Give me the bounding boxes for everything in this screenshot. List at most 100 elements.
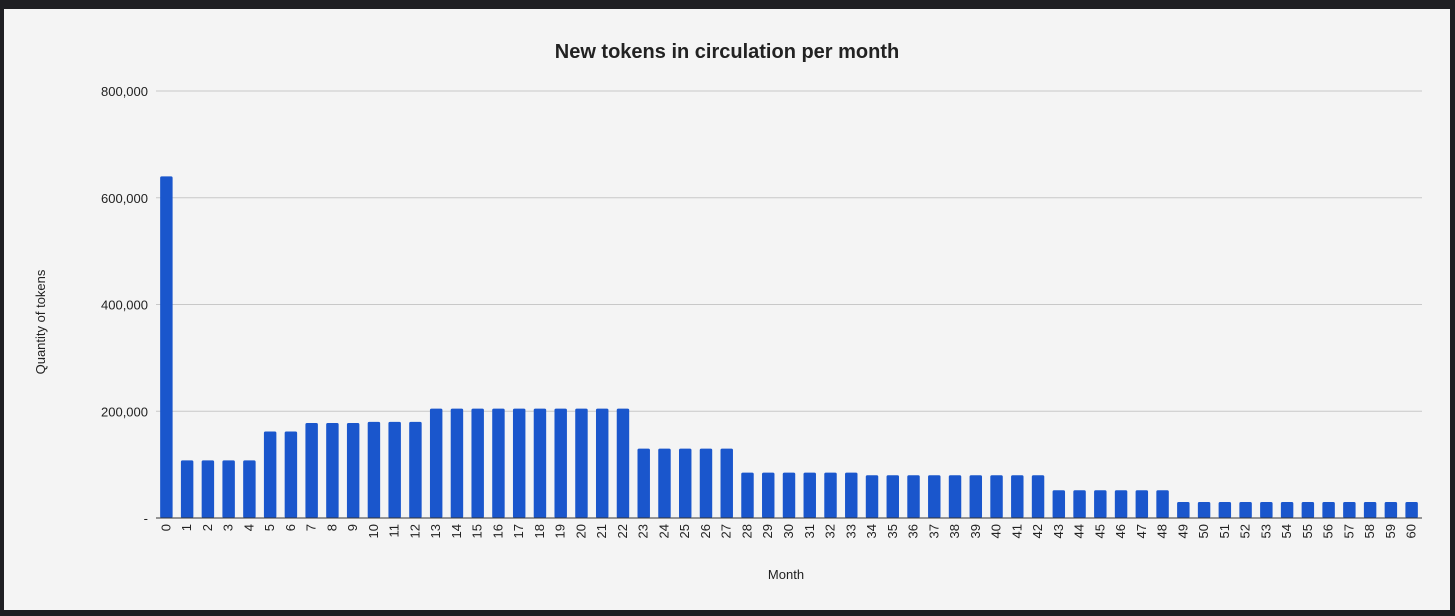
x-tick-label: 46	[1113, 524, 1128, 538]
x-tick-label: 38	[947, 524, 962, 538]
bar	[762, 472, 775, 518]
x-tick-label: 43	[1051, 524, 1066, 538]
bar	[575, 408, 588, 518]
bar	[1031, 475, 1045, 518]
x-tick-label: 34	[864, 524, 879, 538]
bar	[1343, 501, 1356, 518]
bar	[741, 472, 754, 518]
x-tick-label: 42	[1030, 524, 1045, 538]
bar	[243, 460, 256, 518]
x-tick-label: 35	[885, 524, 900, 538]
x-tick-label: 8	[324, 524, 339, 531]
gridlines	[156, 90, 1422, 412]
bar	[595, 408, 609, 518]
bar	[180, 460, 194, 518]
x-tick-label: 27	[719, 524, 734, 538]
x-tick-label: 39	[968, 524, 983, 538]
bar	[492, 408, 505, 518]
x-tick-label: 21	[594, 524, 609, 538]
bar	[720, 448, 733, 518]
bar	[1114, 490, 1128, 518]
x-tick-label: 4	[241, 524, 256, 531]
y-tick-label: 600,000	[101, 191, 148, 206]
x-tick-label: 57	[1341, 524, 1356, 538]
x-tick-label: 50	[1196, 524, 1211, 538]
bar	[969, 475, 983, 518]
bar	[450, 408, 464, 518]
bar	[1239, 501, 1252, 518]
x-tick-label: 58	[1362, 524, 1377, 538]
x-tick-label: 26	[698, 524, 713, 538]
chart-panel: New tokens in circulation per month - 200…	[4, 9, 1450, 610]
bar	[326, 422, 339, 518]
y-tick-label: 800,000	[101, 84, 148, 99]
bar	[845, 472, 858, 518]
bar	[533, 408, 547, 518]
bar	[658, 448, 671, 518]
x-tick-label: 10	[366, 524, 381, 538]
bar	[429, 408, 443, 518]
bar	[305, 422, 318, 518]
bar	[1094, 490, 1107, 518]
x-tick-label: 37	[926, 524, 941, 538]
bar-chart: New tokens in circulation per month - 200…	[33, 41, 1422, 582]
bars	[160, 176, 1418, 518]
bar	[824, 472, 837, 518]
bar	[1218, 501, 1232, 518]
x-axis-label: Month	[768, 567, 804, 582]
bar	[886, 475, 899, 518]
x-tick-label: 9	[345, 524, 360, 531]
x-tick-label: 17	[511, 524, 526, 538]
bar	[284, 431, 298, 518]
bar	[1280, 501, 1294, 518]
chart-title: New tokens in circulation per month	[555, 41, 900, 63]
bar	[1405, 501, 1418, 518]
x-tick-label: 44	[1072, 524, 1087, 538]
x-tick-label: 60	[1404, 524, 1419, 538]
x-tick-label: 32	[823, 524, 838, 538]
x-tick-label: 22	[615, 524, 630, 538]
x-tick-label: 36	[906, 524, 921, 538]
bar	[637, 448, 650, 518]
x-tick-label: 52	[1238, 524, 1253, 538]
bar	[782, 472, 796, 518]
x-tick-label: 45	[1092, 524, 1107, 538]
x-tick-label: 23	[636, 524, 651, 538]
x-tick-label: 40	[989, 524, 1004, 538]
bar	[346, 422, 360, 518]
x-tick-label: 59	[1383, 524, 1398, 538]
x-tick-label: 20	[573, 524, 588, 538]
x-tick-label: 15	[470, 524, 485, 538]
x-tick-label: 7	[304, 524, 319, 531]
bar	[367, 421, 381, 518]
bar	[1135, 490, 1149, 518]
bar	[388, 421, 401, 518]
bar	[679, 448, 692, 518]
bar	[1177, 501, 1190, 518]
y-tick-label: 200,000	[101, 404, 148, 419]
x-tick-label: 56	[1321, 524, 1336, 538]
x-tick-label: 14	[449, 524, 464, 538]
bar	[1322, 501, 1335, 518]
y-tick-label: 400,000	[101, 298, 148, 313]
x-tick-label: 41	[1009, 524, 1024, 538]
bar	[554, 408, 567, 518]
bar	[1197, 501, 1211, 518]
bar	[1363, 501, 1377, 518]
bar	[1073, 490, 1086, 518]
x-tick-label: 51	[1217, 524, 1232, 538]
bar	[1011, 475, 1024, 518]
bar	[1260, 501, 1273, 518]
x-tick-label: 47	[1134, 524, 1149, 538]
x-tick-label: 2	[200, 524, 215, 531]
bar	[263, 431, 277, 518]
x-tick-label: 30	[781, 524, 796, 538]
y-tick-label: -	[144, 511, 148, 526]
bar	[616, 408, 630, 518]
bar	[160, 176, 173, 518]
x-tick-label: 13	[428, 524, 443, 538]
bar	[803, 472, 816, 518]
bar	[201, 460, 215, 518]
bar	[907, 475, 920, 518]
x-tick-label: 11	[387, 524, 402, 538]
